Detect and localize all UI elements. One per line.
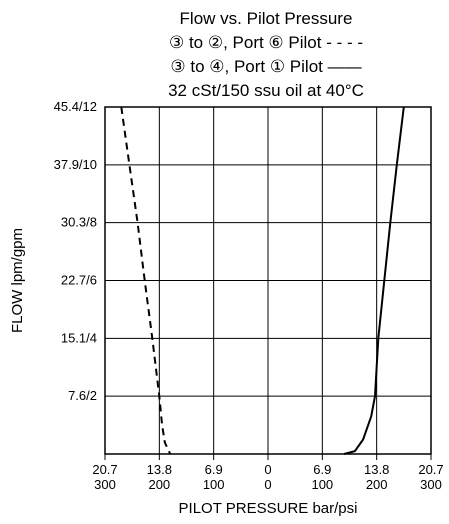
y-axis-ticks: 7.6/2 15.1/4 22.7/6 30.3/8 37.9/10 45.4/12 [54, 99, 97, 403]
x-tick-label-psi: 100 [311, 477, 333, 492]
x-tick-label-psi: 200 [366, 477, 388, 492]
x-tick-label-psi: 300 [94, 477, 116, 492]
grid [104, 106, 432, 454]
x-tick-label-bar: 20.7 [92, 462, 117, 477]
y-tick-label: 37.9/10 [54, 157, 97, 172]
x-tick-label-bar: 0 [264, 462, 271, 477]
x-tick-label-psi: 300 [420, 477, 442, 492]
y-tick-label: 7.6/2 [68, 388, 97, 403]
x-axis-ticks: 20.730013.82006.9100006.910013.820020.73… [92, 454, 444, 492]
series-line-dashed [120, 106, 172, 455]
chart-title: Flow vs. Pilot Pressure ③ to ②, Port ⑥ P… [168, 9, 364, 100]
x-tick-label-psi: 0 [264, 477, 271, 492]
x-tick-label-bar: 20.7 [418, 462, 443, 477]
chart-title-line-4: 32 cSt/150 ssu oil at 40°C [168, 81, 364, 100]
chart-title-line-3: ③ to ④, Port ① Pilot —— [170, 57, 361, 76]
x-tick-label-bar: 6.9 [313, 462, 331, 477]
x-tick-label-bar: 13.8 [147, 462, 172, 477]
chart-title-line-2: ③ to ②, Port ⑥ Pilot - - - - [169, 33, 363, 52]
y-axis-label: FLOW lpm/gpm [9, 228, 26, 333]
y-tick-label: 45.4/12 [54, 99, 97, 114]
series-line-solid [343, 106, 405, 455]
series [120, 106, 405, 455]
x-tick-label-psi: 200 [148, 477, 170, 492]
chart-title-line-1: Flow vs. Pilot Pressure [180, 9, 353, 28]
y-tick-label: 15.1/4 [61, 330, 97, 345]
y-tick-label: 30.3/8 [61, 215, 97, 230]
y-tick-label: 22.7/6 [61, 273, 97, 288]
x-tick-label-bar: 13.8 [364, 462, 389, 477]
x-axis-label: PILOT PRESSURE bar/psi [179, 500, 358, 517]
x-tick-label-bar: 6.9 [205, 462, 223, 477]
x-tick-label-psi: 100 [203, 477, 225, 492]
